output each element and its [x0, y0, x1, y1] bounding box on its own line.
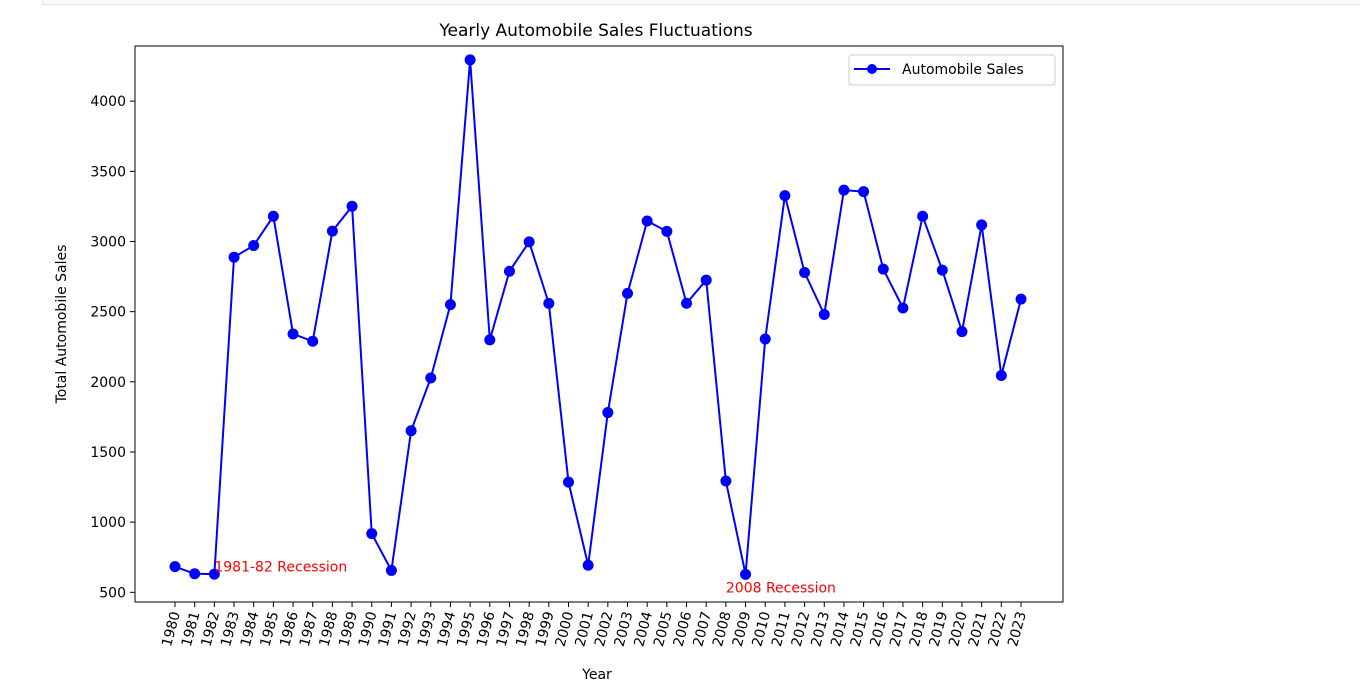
legend: Automobile Sales	[848, 54, 1056, 86]
data-point	[582, 559, 594, 571]
y-tick-label: 2000	[90, 375, 126, 391]
data-point	[858, 186, 870, 198]
data-point	[1015, 293, 1027, 305]
data-point	[799, 266, 811, 278]
data-point	[562, 476, 574, 488]
cell-divider	[42, 0, 1360, 5]
x-axis-ticks: 1980198119821983198419851986198719881989…	[159, 602, 1030, 648]
y-tick-label: 1000	[90, 515, 126, 531]
data-point	[169, 561, 181, 573]
legend-marker	[867, 64, 877, 74]
data-point	[425, 372, 437, 384]
data-point	[307, 335, 319, 347]
data-point	[189, 568, 201, 580]
recession-annotation: 2008 Recession	[726, 580, 836, 596]
chart-title: Yearly Automobile Sales Fluctuations	[438, 21, 752, 41]
axes-frame	[134, 45, 1064, 603]
data-point	[464, 54, 476, 66]
recession-annotation: 1981-82 Recession	[214, 559, 347, 575]
data-point	[779, 190, 791, 202]
y-tick-label: 1500	[90, 445, 126, 461]
data-point	[503, 265, 515, 277]
annotation-layer: 1981-82 Recession 2008 Recession	[214, 559, 836, 596]
data-point	[877, 263, 889, 275]
data-point	[976, 219, 988, 231]
y-tick-label: 4000	[90, 94, 126, 110]
legend-box	[848, 54, 1056, 86]
y-tick-label: 3500	[90, 164, 126, 180]
data-point	[759, 333, 771, 345]
series-line	[174, 58, 1022, 576]
data-point	[641, 215, 653, 227]
data-point	[917, 210, 929, 222]
data-point	[936, 264, 948, 276]
y-axis-label: Total Automobile Sales	[54, 245, 70, 405]
data-point	[838, 184, 850, 196]
data-point	[897, 302, 909, 314]
x-axis-label: Year	[581, 667, 612, 683]
data-point	[248, 240, 260, 252]
data-point	[208, 568, 220, 580]
data-point	[995, 370, 1007, 382]
legend-entry-label: Automobile Sales	[902, 62, 1024, 78]
data-point	[543, 297, 555, 309]
data-point	[740, 568, 752, 580]
data-point	[700, 274, 712, 286]
y-tick-label: 3000	[90, 234, 126, 250]
data-point	[818, 308, 830, 320]
data-point	[267, 210, 279, 222]
data-point	[385, 564, 397, 576]
data-point	[346, 200, 358, 212]
data-point	[326, 225, 338, 237]
data-point	[720, 475, 732, 487]
data-point	[444, 299, 456, 311]
data-point	[228, 251, 240, 263]
data-point	[484, 334, 496, 346]
y-tick-label: 2500	[90, 305, 126, 321]
data-point	[405, 425, 417, 437]
data-point	[681, 297, 693, 309]
data-point	[622, 287, 634, 299]
y-axis-ticks: 500 1000 1500 2000 2500 3000 3500 4000	[90, 94, 135, 601]
data-point	[661, 225, 673, 237]
data-point	[523, 236, 535, 248]
plot-area-border	[134, 45, 1064, 603]
data-point	[956, 326, 968, 338]
series-layer	[169, 54, 1027, 580]
data-point	[366, 528, 378, 540]
data-point	[602, 407, 614, 419]
y-tick-label: 500	[99, 585, 126, 601]
data-point	[287, 328, 299, 340]
